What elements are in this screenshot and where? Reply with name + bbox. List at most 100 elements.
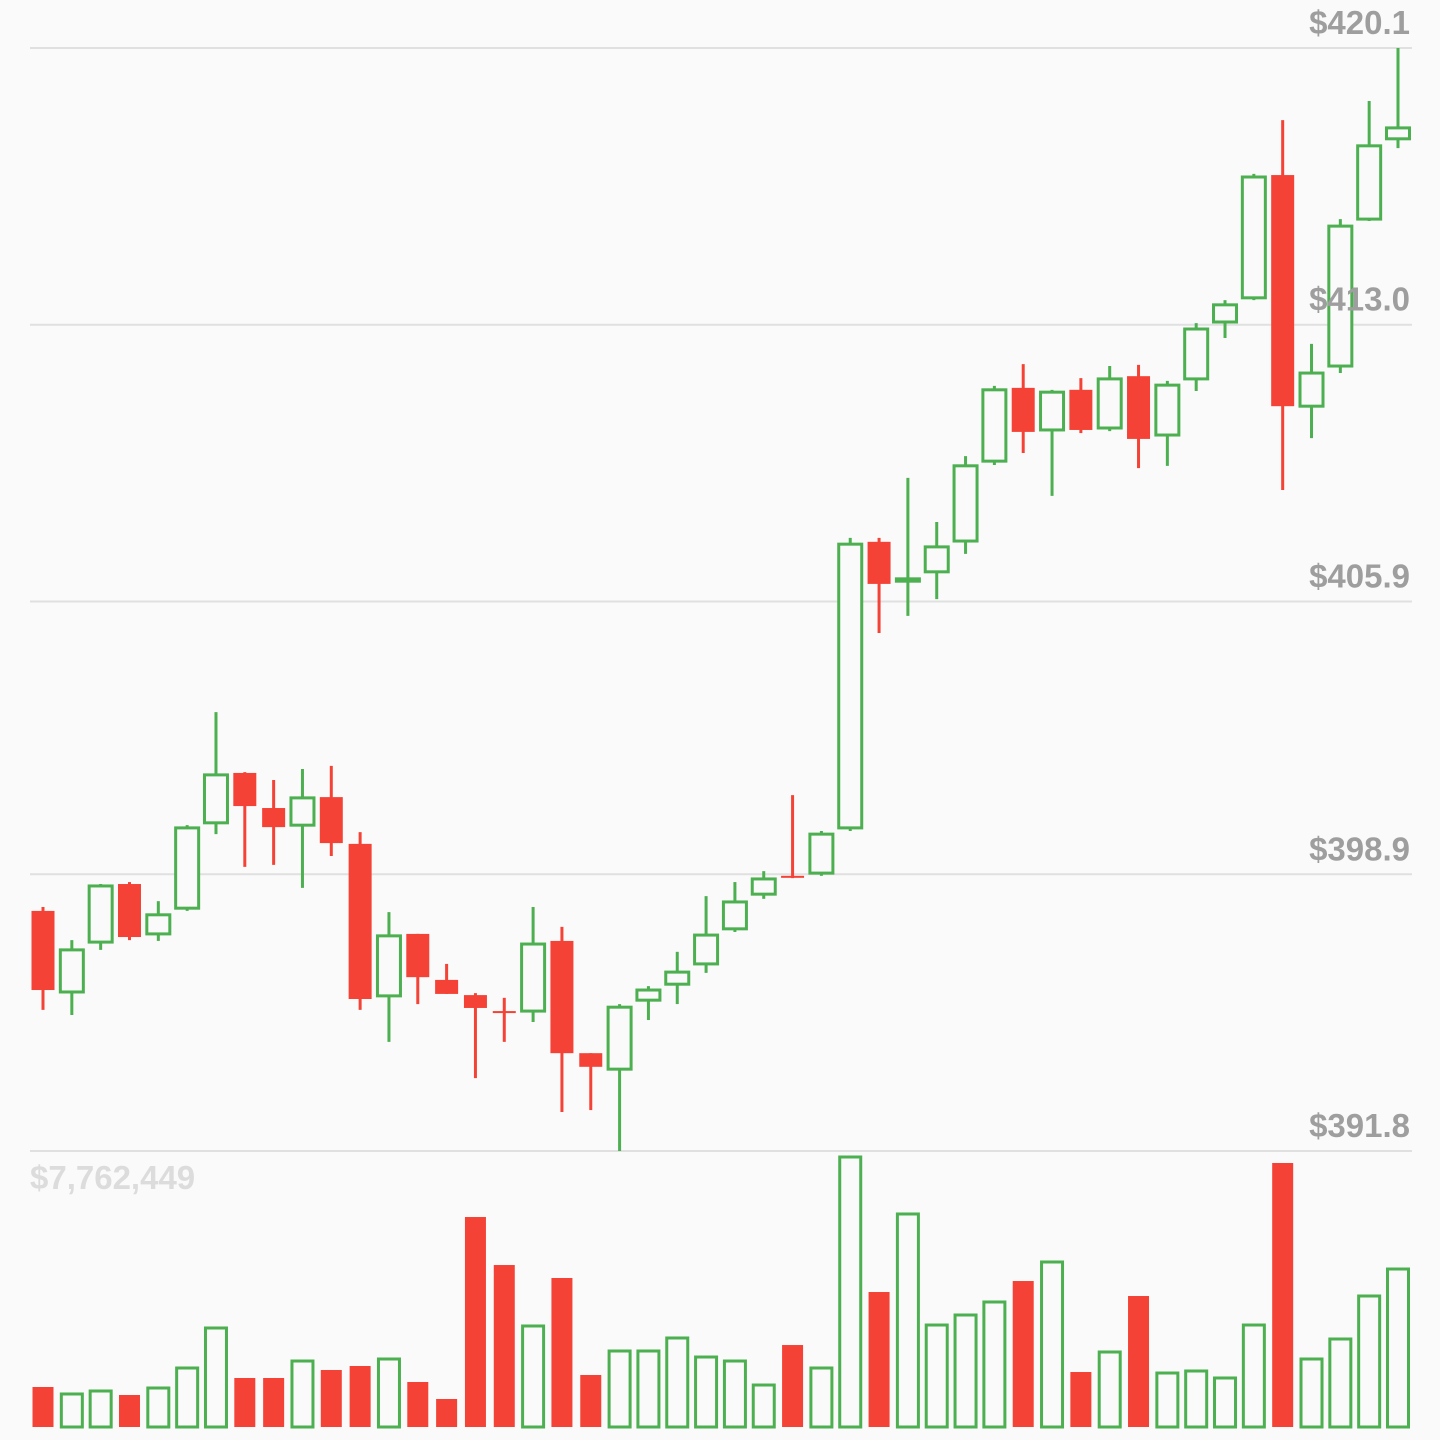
- volume-bar: [1070, 1372, 1092, 1427]
- volume-tick-label: $7,762,449: [30, 1159, 195, 1196]
- volume-bar: [1128, 1296, 1150, 1427]
- volume-bar: [1357, 1294, 1382, 1429]
- candle-body: [520, 942, 547, 1013]
- candle-body: [1183, 327, 1210, 381]
- volume-bar: [290, 1359, 315, 1429]
- volume-bar: [118, 1394, 140, 1427]
- candle-body: [1271, 175, 1295, 407]
- volume-bar: [521, 1324, 546, 1429]
- candle-body: [750, 877, 777, 896]
- candle-body: [174, 826, 201, 910]
- candle-body: [721, 900, 748, 931]
- candle-body: [1039, 390, 1066, 432]
- candle-body: [1096, 377, 1123, 430]
- volume-bar: [464, 1217, 486, 1427]
- candle-body: [406, 933, 430, 978]
- volume-bar: [203, 1326, 228, 1429]
- candle-body: [117, 884, 141, 938]
- candle-body: [435, 979, 459, 994]
- volume-bar: [665, 1336, 690, 1429]
- volume-bar: [982, 1300, 1007, 1429]
- volume-bar: [838, 1155, 863, 1429]
- volume-bar: [895, 1212, 920, 1429]
- candle-body: [837, 542, 864, 830]
- y-tick-label: $398.9: [1309, 830, 1410, 867]
- volume-bar: [1155, 1371, 1180, 1429]
- volume-bar: [1328, 1337, 1353, 1429]
- volume-bar: [953, 1313, 978, 1429]
- candle-body: [1356, 144, 1383, 221]
- volume-bar: [1040, 1260, 1065, 1429]
- y-tick-label: $405.9: [1309, 557, 1410, 594]
- candle-body: [202, 773, 229, 825]
- volume-bar: [868, 1292, 890, 1427]
- candle-body: [1154, 383, 1181, 437]
- candle-body: [635, 988, 662, 1002]
- volume-bar: [1272, 1162, 1294, 1427]
- candle-body: [233, 772, 257, 807]
- candle-body: [664, 970, 691, 986]
- volume-bar: [636, 1349, 661, 1429]
- y-tick-label: $391.8: [1309, 1107, 1410, 1144]
- candle-body: [693, 933, 720, 966]
- volume-bar: [694, 1355, 719, 1429]
- y-tick-label: $413.0: [1309, 281, 1410, 318]
- volume-bar: [32, 1386, 54, 1427]
- candle-body: [550, 940, 574, 1054]
- y-tick-label: $420.1: [1309, 4, 1410, 41]
- candle-body: [1240, 175, 1267, 300]
- volume-bar: [722, 1359, 747, 1429]
- volume-bar: [175, 1366, 200, 1429]
- volume-bar: [493, 1265, 515, 1427]
- candle-body: [579, 1053, 603, 1067]
- candle-body: [1327, 224, 1354, 368]
- volume-bar: [1386, 1267, 1410, 1429]
- volume-bar: [924, 1323, 949, 1429]
- candle-body: [1069, 389, 1093, 430]
- candle-body: [1127, 376, 1151, 439]
- volume-bar: [320, 1369, 342, 1427]
- candle-body: [375, 934, 402, 998]
- candle-body: [1212, 303, 1239, 324]
- candle-body: [31, 910, 55, 991]
- volume-bar: [263, 1377, 285, 1427]
- volume-bar: [1213, 1376, 1238, 1429]
- volume-bar: [234, 1377, 256, 1427]
- candle-body: [1298, 371, 1325, 408]
- volume-bar: [376, 1357, 401, 1429]
- volume-bar: [407, 1381, 429, 1427]
- volume-bar: [1097, 1350, 1122, 1429]
- volume-bar: [1012, 1281, 1034, 1427]
- volume-bar: [146, 1386, 171, 1429]
- volume-bar: [1241, 1323, 1266, 1429]
- candle-body: [58, 948, 85, 994]
- candle-body: [867, 541, 891, 584]
- candle-body: [87, 884, 114, 944]
- candle-body: [808, 832, 835, 875]
- volume-bar: [607, 1349, 632, 1429]
- volume-bar: [436, 1398, 458, 1427]
- volume-bar: [809, 1366, 834, 1429]
- volume-bar: [551, 1277, 573, 1427]
- volume-bar: [1299, 1357, 1324, 1429]
- candle-body: [1385, 126, 1411, 141]
- candle-body: [348, 843, 372, 999]
- volume-bar: [751, 1383, 776, 1429]
- candle-body: [981, 388, 1008, 463]
- candle-body: [145, 913, 172, 936]
- candle-body: [923, 545, 950, 574]
- volume-bar: [88, 1389, 113, 1429]
- candle-body: [289, 796, 316, 827]
- volume-bar: [59, 1392, 84, 1429]
- candle-body: [1011, 387, 1035, 432]
- candle-body: [492, 1011, 516, 1014]
- volume-bar: [580, 1374, 602, 1427]
- volume-bar: [1184, 1369, 1209, 1429]
- candle-body: [319, 797, 343, 844]
- candle-body: [894, 577, 921, 583]
- volume-bar: [782, 1345, 804, 1427]
- candle-body: [606, 1005, 633, 1071]
- candle-body: [781, 875, 805, 878]
